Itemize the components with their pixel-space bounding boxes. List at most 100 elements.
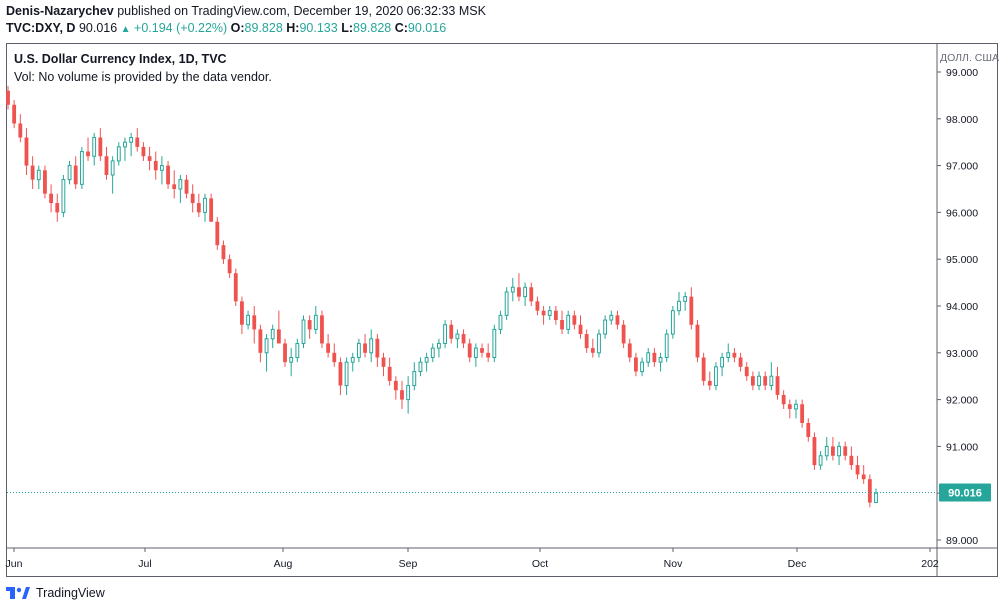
candle-body-up — [757, 375, 761, 387]
candle-body-down — [861, 474, 866, 480]
candle-body-down — [781, 394, 786, 405]
candle-body-down — [855, 465, 860, 475]
candle-body-down — [812, 437, 817, 466]
candle-body-down — [18, 123, 23, 138]
candle-body-up — [344, 361, 349, 387]
candle-body-down — [221, 245, 226, 260]
candle-body-down — [744, 366, 749, 377]
candle-body-down — [572, 315, 577, 325]
x-tick-label: 202 — [921, 558, 939, 570]
high-label: H: — [286, 21, 300, 35]
candle-body-down — [190, 193, 195, 204]
candle-body-down — [338, 362, 343, 386]
tradingview-brand: TradingView — [36, 586, 105, 600]
candle-body-down — [615, 315, 620, 325]
candle-body-up — [609, 314, 614, 321]
candle-body-up — [473, 347, 478, 358]
candle-body-down — [553, 310, 558, 321]
candle-body-down — [166, 165, 170, 185]
y-tick-label: 94.000 — [946, 301, 978, 313]
candle-body-up — [794, 403, 798, 410]
close-label: C: — [394, 21, 408, 35]
candle-body-up — [437, 342, 441, 349]
candle-body-down — [332, 352, 337, 363]
symbol-label: TVC:DXY, D — [6, 21, 76, 35]
candle-body-up — [116, 146, 121, 162]
tradingview-footer[interactable]: TradingView — [6, 586, 105, 600]
y-tick-label: 99.000 — [946, 67, 978, 79]
candle-body-down — [283, 343, 287, 363]
candle-body-up — [356, 342, 361, 358]
candle-body-up — [547, 310, 552, 316]
author-name[interactable]: Denis-Nazarychev — [6, 4, 114, 18]
candle-body-down — [326, 343, 331, 353]
candle-body-up — [683, 296, 688, 302]
candle-body-up — [129, 137, 134, 143]
last-price-tag — [939, 483, 991, 502]
candle-body-down — [135, 137, 140, 147]
candle-body-up — [824, 445, 829, 457]
candle-body-down — [393, 380, 398, 391]
candle-body-up — [313, 314, 318, 330]
candle-body-down — [172, 184, 177, 189]
candle-body-down — [634, 357, 638, 372]
x-tick-label: Dec — [788, 558, 807, 570]
candle-body-up — [640, 361, 644, 373]
ohlc-line: TVC:DXY, D 90.016 ▲ +0.194 (+0.22%) O:89… — [6, 21, 446, 35]
candle-body-up — [720, 356, 725, 368]
candle-body-down — [461, 334, 466, 344]
candle-body-down — [30, 165, 35, 180]
candle-body-up — [418, 361, 423, 373]
y-tick-label: 92.000 — [946, 395, 978, 407]
x-tick-label: Oct — [532, 558, 548, 570]
candle-body-down — [701, 357, 706, 381]
candle-body-down — [800, 404, 805, 423]
candle-body-up — [289, 356, 294, 363]
x-tick-label: Sep — [399, 558, 418, 570]
candle-body-down — [307, 320, 312, 330]
last-price: 90.016 — [78, 21, 118, 35]
y-tick-label: 95.000 — [946, 254, 978, 266]
candle-body-down — [732, 352, 737, 358]
candle-body-up — [270, 328, 275, 340]
chart-legend-title: U.S. Dollar Currency Index, 1D, TVC — [14, 52, 227, 66]
candle-body-down — [517, 287, 521, 297]
open-value: 89.828 — [244, 21, 283, 35]
candle-body-down — [227, 259, 232, 274]
candle-body-down — [12, 104, 17, 124]
candle-body-up — [36, 169, 41, 181]
candle-body-down — [86, 151, 90, 157]
candle-body-up — [597, 333, 601, 354]
candle-body-down — [627, 343, 632, 358]
candle-body-down — [578, 324, 583, 335]
candle-body-down — [535, 301, 540, 311]
candle-body-down — [320, 315, 324, 344]
candle-body-up — [350, 356, 355, 363]
candle-body-up — [664, 333, 669, 358]
candle-body-down — [55, 203, 60, 213]
candle-body-down — [196, 203, 201, 213]
y-tick-label: 89.000 — [946, 535, 978, 547]
volume-note: Vol: No volume is provided by the data v… — [14, 70, 272, 84]
candle-body-up — [61, 179, 66, 213]
candle-body-up — [677, 300, 681, 312]
candle-body-up — [295, 342, 300, 358]
candle-body-down — [381, 357, 386, 367]
candle-body-up — [498, 314, 503, 330]
candle-body-down — [184, 179, 189, 194]
low-value: 89.828 — [353, 21, 392, 35]
candle-body-down — [387, 366, 392, 381]
low-label: L: — [341, 21, 353, 35]
candle-body-up — [658, 356, 663, 363]
candle-body-down — [707, 380, 712, 386]
candle-body-down — [49, 193, 54, 204]
candle-body-down — [215, 221, 220, 246]
open-label: O: — [230, 21, 245, 35]
candle-body-up — [424, 356, 429, 363]
candle-body-down — [775, 376, 780, 395]
candle-body-down — [233, 273, 238, 302]
candle-body-down — [467, 343, 472, 358]
last-price-label: 90.016 — [948, 487, 982, 499]
candle-body-down — [24, 137, 29, 166]
